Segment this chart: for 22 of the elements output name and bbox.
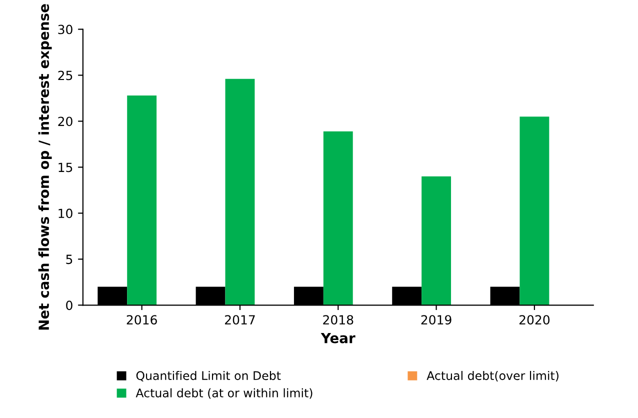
legend-label: Actual debt(over limit)	[426, 370, 558, 382]
bar	[225, 78, 255, 306]
x-tick-label: 2019	[421, 315, 452, 325]
legend-label: Quantified Limit on Debt	[136, 370, 281, 382]
y-tick-label: 30	[58, 24, 72, 34]
x-tick-label: 2016	[126, 315, 157, 325]
y-axis-title: Net cash flows from op / interest expense	[38, 4, 52, 330]
x-tick-label: 2017	[224, 315, 255, 325]
y-tick-label: 10	[58, 208, 72, 218]
y-tick-label: 15	[58, 162, 72, 172]
y-tick-label: 25	[58, 70, 72, 80]
legend-label: Actual debt (at or within limit)	[136, 388, 312, 399]
y-tick-label: 20	[58, 116, 72, 126]
x-tick-label: 2020	[519, 315, 550, 325]
x-axis-title: Year	[320, 332, 356, 344]
bar	[422, 176, 452, 306]
bar	[127, 95, 157, 306]
bar	[323, 131, 353, 306]
bar	[520, 116, 550, 306]
y-tick-label: 5	[66, 254, 72, 264]
y-tick-label: 0	[66, 300, 72, 310]
x-tick-label: 2018	[323, 315, 354, 325]
